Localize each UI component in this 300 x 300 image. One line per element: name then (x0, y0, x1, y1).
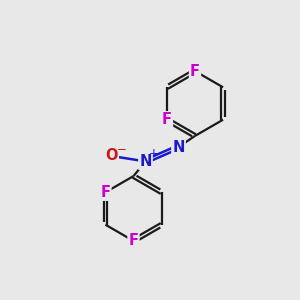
Text: +: + (149, 147, 158, 160)
Text: F: F (162, 112, 172, 127)
Text: −: − (117, 143, 126, 156)
Text: O: O (105, 148, 118, 164)
Text: F: F (128, 233, 139, 248)
Text: N: N (172, 140, 185, 154)
Text: F: F (100, 185, 110, 200)
Text: N: N (139, 154, 152, 169)
Text: F: F (190, 64, 200, 79)
